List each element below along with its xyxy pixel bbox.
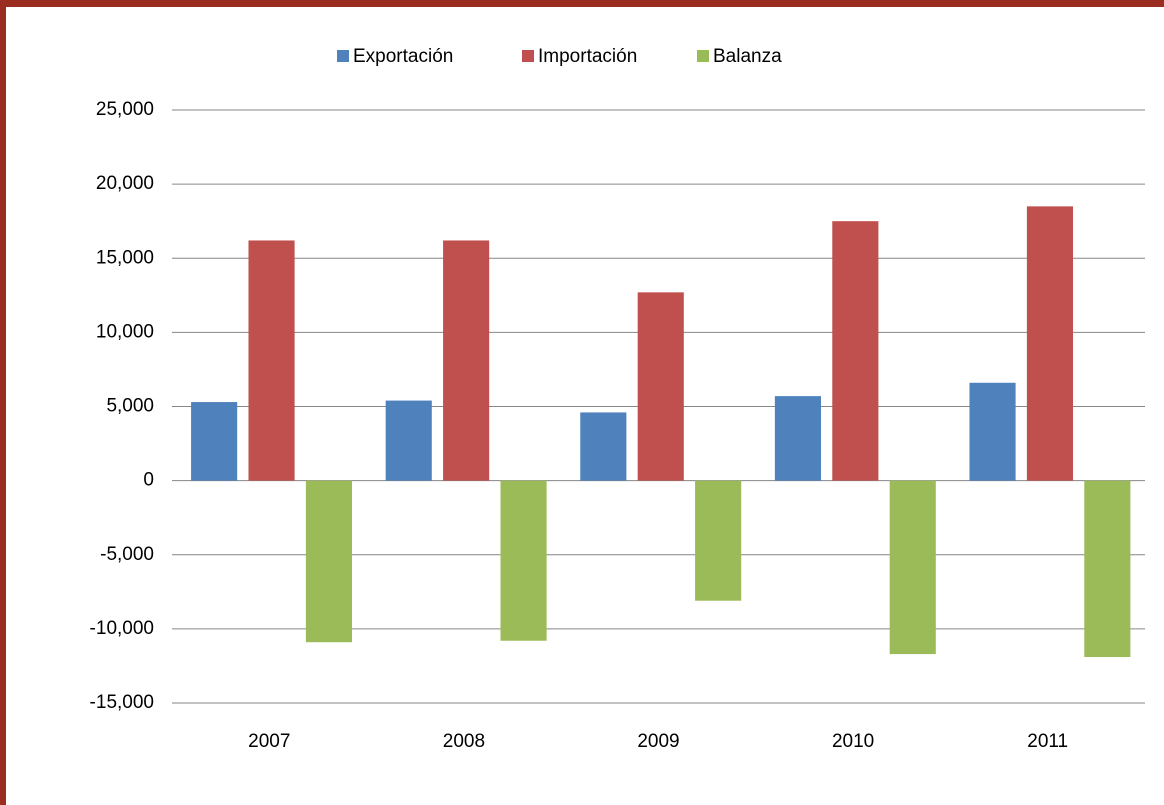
bar [1084, 480, 1131, 658]
chart: -15,000 -10,000 -5,000 0 5,000 10,000 15,000 20… [90, 46, 1145, 752]
bar [305, 480, 353, 643]
bar [248, 240, 295, 481]
bar [695, 480, 742, 601]
bar [969, 382, 1016, 481]
bar [500, 480, 547, 641]
bar [832, 221, 879, 481]
bar [443, 240, 490, 481]
legend-swatch [522, 50, 534, 62]
bar [191, 402, 238, 481]
x-tick-label: 2009 [637, 731, 679, 752]
legend-label: Exportación [353, 46, 453, 67]
y-tick-label: 15,000 [96, 247, 154, 268]
x-tick-label: 2010 [832, 731, 874, 752]
y-tick-label: 0 [143, 470, 154, 491]
y-tick-label: -10,000 [90, 618, 154, 639]
y-tick-label: 25,000 [96, 99, 154, 120]
bar [1026, 206, 1073, 481]
bar [637, 292, 684, 481]
bar [385, 400, 432, 481]
y-tick-label: 5,000 [106, 396, 154, 417]
legend-swatch [337, 50, 349, 62]
bar [580, 412, 627, 481]
x-tick-label: 2008 [443, 731, 485, 752]
y-tick-label: 10,000 [96, 321, 154, 342]
x-tick-label: 2007 [248, 731, 290, 752]
y-tick-label: -15,000 [90, 692, 154, 713]
legend-label: Importación [538, 46, 637, 67]
legend-label: Balanza [713, 46, 782, 67]
x-tick-label: 2011 [1027, 731, 1068, 752]
y-tick-label: 20,000 [96, 173, 154, 194]
legend-swatch [697, 50, 709, 62]
bar [889, 480, 936, 655]
bar [774, 396, 821, 481]
y-tick-label: -5,000 [100, 544, 154, 565]
